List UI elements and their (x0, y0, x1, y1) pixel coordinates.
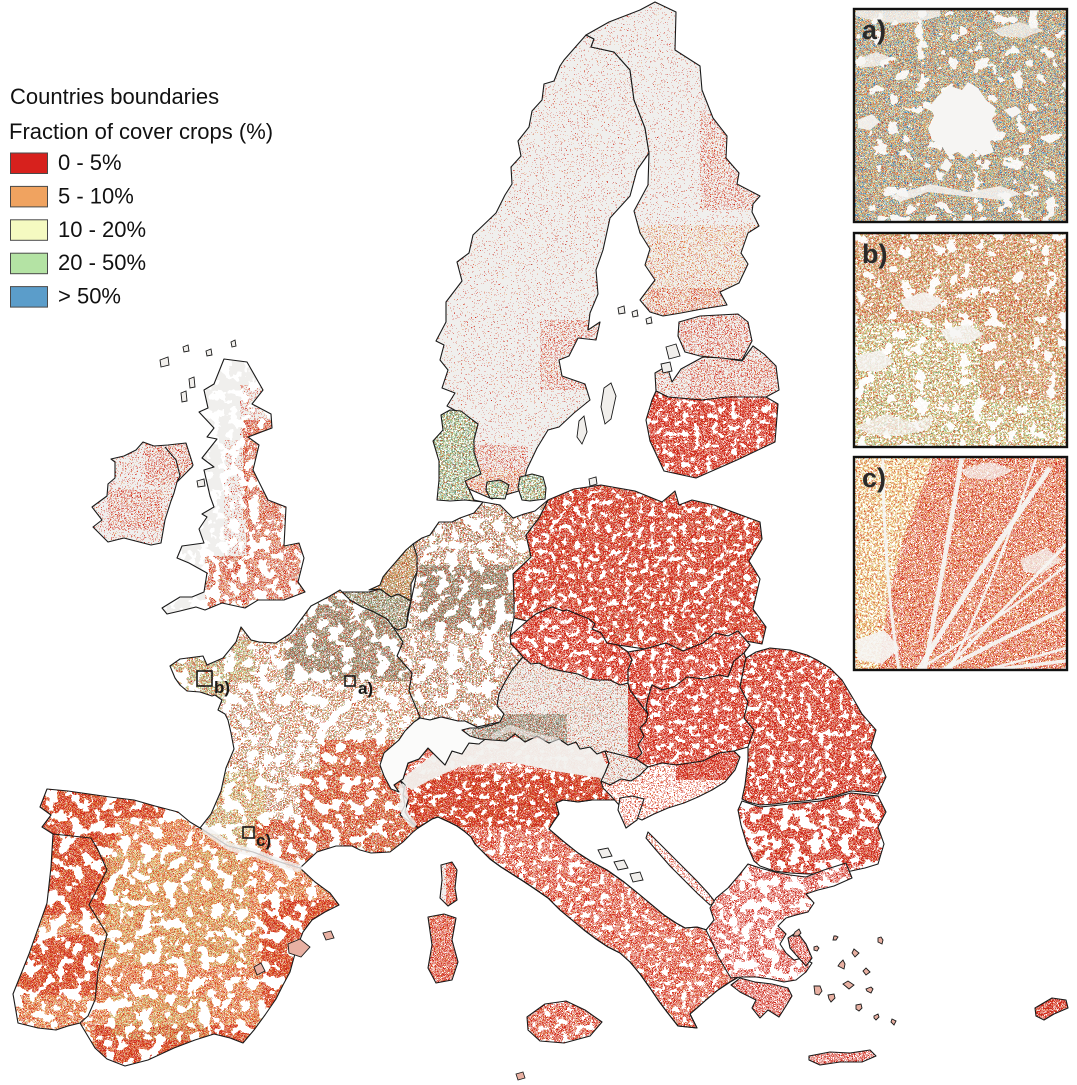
svg-text:Countries boundaries: Countries boundaries (10, 84, 219, 109)
svg-text:c): c) (256, 831, 271, 850)
svg-text:b): b) (862, 239, 887, 269)
svg-text:c): c) (862, 463, 886, 493)
svg-text:10 - 20%: 10 - 20% (58, 217, 146, 242)
svg-text:a): a) (862, 15, 886, 45)
svg-text:b): b) (214, 678, 230, 697)
svg-text:> 50%: > 50% (58, 284, 121, 309)
svg-text:0 - 5%: 0 - 5% (58, 150, 122, 175)
svg-text:a): a) (358, 679, 373, 698)
svg-text:5 - 10%: 5 - 10% (58, 183, 134, 208)
svg-text:20 - 50%: 20 - 50% (58, 250, 146, 275)
svg-text:Fraction of cover crops (%): Fraction of cover crops (%) (9, 119, 273, 144)
